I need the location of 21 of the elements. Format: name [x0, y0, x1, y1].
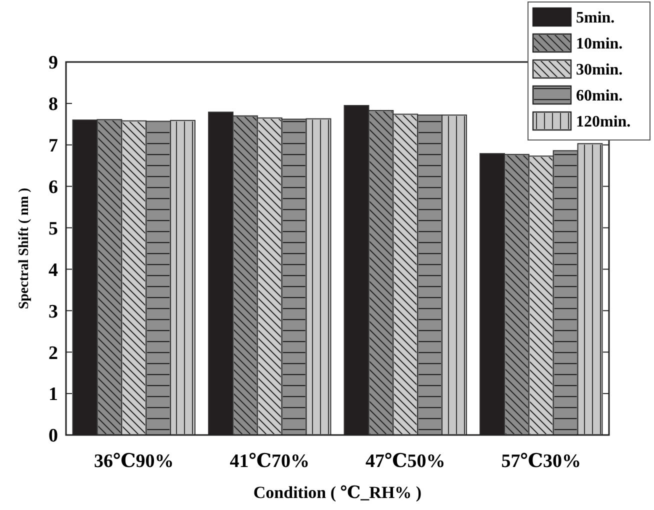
x-axis-title: Condition ( ℃_RH% ) — [253, 483, 422, 502]
y-tick-label: 6 — [48, 176, 58, 198]
y-tick-label: 3 — [48, 301, 58, 322]
legend-label: 60min. — [576, 88, 623, 105]
x-tick-label: 41℃70% — [230, 451, 310, 472]
x-tick-label: 57℃30% — [501, 451, 582, 472]
y-tick-label: 8 — [48, 94, 58, 116]
y-tick-label: 9 — [48, 52, 58, 74]
x-tick-label: 36℃90% — [94, 451, 174, 472]
y-tick-label: 1 — [48, 384, 58, 406]
y-tick-label: 4 — [48, 260, 58, 281]
legend-label: 5min. — [576, 10, 615, 27]
y-tick-label: 7 — [48, 136, 58, 157]
legend-label: 10min. — [576, 36, 623, 53]
x-tick-label: 47℃50% — [365, 451, 446, 472]
y-tick-label: 0 — [48, 426, 58, 447]
y-tick-label: 5 — [48, 218, 58, 240]
legend-label: 120min. — [576, 114, 631, 131]
legend-label: 30min. — [576, 62, 623, 79]
y-axis-title: Spectral Shift ( nm ) — [17, 188, 32, 310]
y-tick-label: 2 — [48, 342, 58, 364]
